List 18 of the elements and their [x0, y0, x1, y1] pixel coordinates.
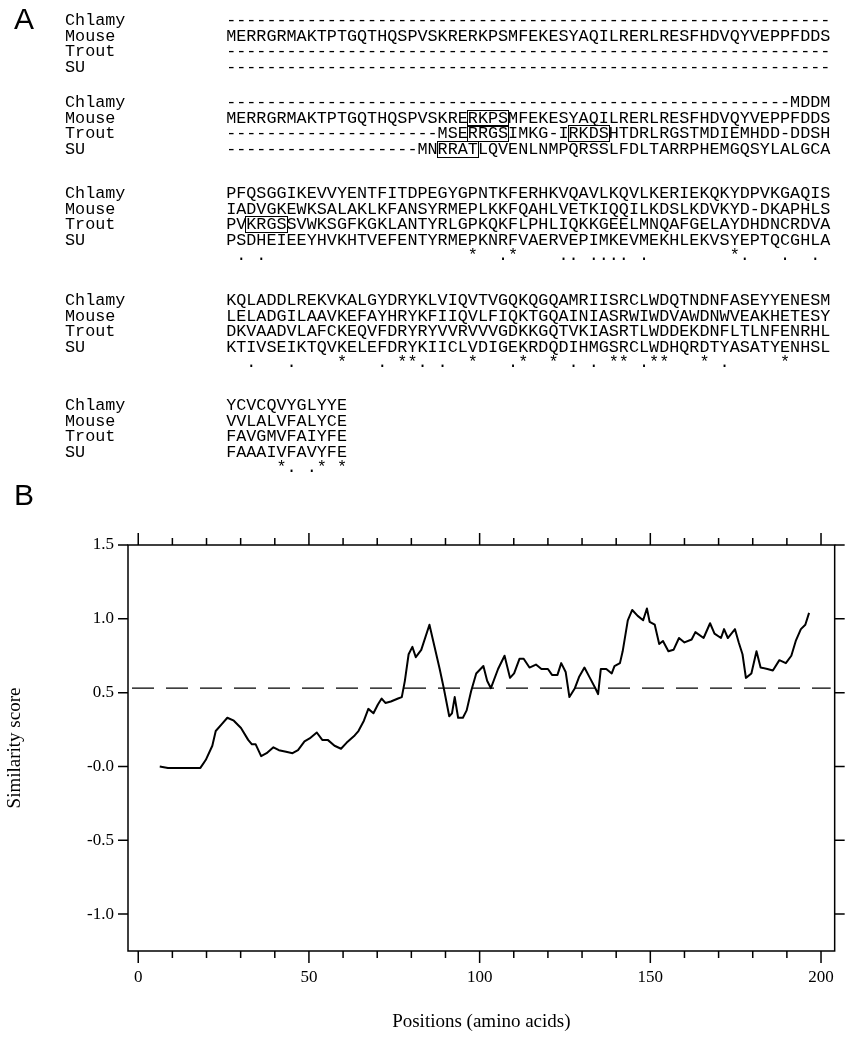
y-axis-title: Similarity score [3, 687, 25, 809]
x-tick-label: 50 [300, 966, 318, 986]
y-tick-label: 0.5 [92, 682, 114, 702]
x-tick-label: 0 [133, 966, 143, 986]
x-axis-title: Positions (amino acids) [392, 1009, 571, 1032]
text: Chlamy KQLADDLREKVKALGYDRYKLVIQVTVGQKQGQAMRIISRCLWDQTNDNFASEYYENESM Mouse LELADGILAAVKEFAYHRYKFIIQVLFIQKTGQAINIASRWIWDVAWDNWVEAKHETESY Trout DKVAADVLAFCKEQVFDRYRYVVRVVVGDKKGQTVKIASRTLWDDEKDNFLTLNFENRHL SU KTIVSEIKTQVKELEFDRYKIICLVDIGEKRDQDIHMGSRCLWDHQRDTYASATYENHSL . . * . **. . * .* * . . ** .** * . * [65, 291, 831, 373]
x-tick-label: 150 [637, 966, 664, 986]
y-tick-label: -0.5 [87, 829, 114, 849]
chart-title: B [14, 478, 35, 512]
x-tick-label: 100 [466, 966, 493, 986]
text: Chlamy ------------------------------------------------------------ Mouse MERRGRMAKTPTGQTHQSPVSKRERKPSMFEKESYAQILRERLRESFHDVQYVEPPFDDS Trout ------------------------------------------------------------ SU ------------------------------------------------------------ [65, 11, 831, 77]
text: Chlamy YCVCQVYGLYYE Mouse VVLALVFALYCE Trout FAVGMVFAIYFE SU FAAAIVFAVYFE *. .* * [65, 396, 347, 478]
y-tick-label: 1.5 [92, 534, 114, 554]
text: A [14, 2, 35, 36]
y-tick-label: -1.0 [87, 903, 114, 923]
y-tick-label: -0.0 [87, 755, 114, 775]
x-tick-label: 200 [808, 966, 834, 986]
y-tick-label: 1.0 [92, 608, 114, 628]
